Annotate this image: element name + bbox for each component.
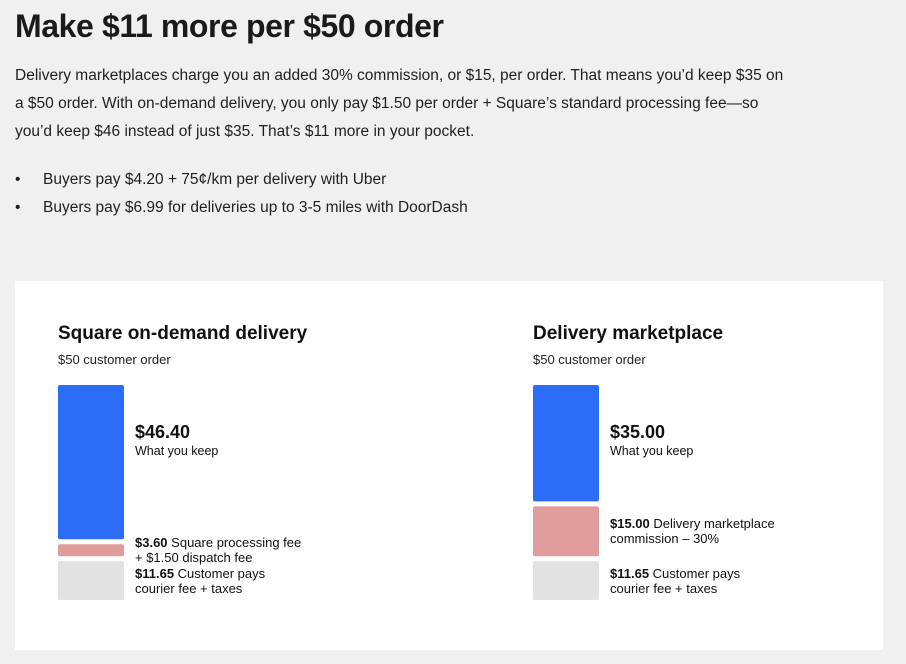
chart-title: Square on-demand delivery (58, 323, 308, 344)
segment-label: $11.65 Customer pays courier fee + taxes (135, 566, 265, 596)
segment-amount: $3.60 (135, 535, 168, 551)
segment-label: $35.00 What you keep (610, 421, 693, 459)
comparison-card: Square on-demand delivery $50 customer o… (15, 281, 883, 650)
bar-segment-fee (58, 544, 124, 557)
bar-segment-keep (533, 385, 599, 502)
marketplace-stacked-bar (533, 385, 599, 600)
intro-paragraph: Delivery marketplaces charge you an adde… (15, 67, 784, 140)
segment-amount: $11.65 (610, 565, 650, 581)
bar-segment-customer (533, 561, 599, 600)
segment-description: Customer pays courier fee + taxes (135, 565, 266, 596)
segment-amount: $46.40 (135, 422, 191, 442)
segment-description: Square processing fee + $1.50 dispatch f… (135, 535, 302, 566)
segment-label: $3.60 Square processing fee + $1.50 dispa… (135, 535, 301, 565)
pricing-list: Buyers pay $4.20 + 75¢/km per delivery w… (15, 166, 468, 222)
segment-description: What you keep (610, 444, 694, 458)
segment-description: Customer pays courier fee + taxes (610, 565, 741, 596)
list-item-uber: Buyers pay $4.20 + 75¢/km per delivery w… (15, 166, 468, 194)
chart-subtitle: $50 customer order (533, 352, 646, 367)
chart-title: Delivery marketplace (533, 323, 724, 344)
segment-description: Delivery marketplace commission – 30% (610, 516, 775, 547)
segment-amount: $15.00 (610, 516, 650, 532)
square-stacked-bar (58, 385, 124, 600)
segment-description: What you keep (135, 444, 219, 458)
segment-label: $15.00 Delivery marketplace commission – … (610, 516, 775, 546)
segment-label: $46.40 What you keep (135, 421, 218, 459)
page-title: Make $11 more per $50 order (15, 8, 444, 44)
segment-amount: $35.00 (610, 422, 666, 442)
chart-subtitle: $50 customer order (58, 352, 171, 367)
segment-amount: $11.65 (135, 565, 175, 581)
segment-label: $11.65 Customer pays courier fee + taxes (610, 566, 740, 596)
bar-segment-keep (58, 385, 124, 540)
marketplace-chart-panel: Delivery marketplace $50 customer order … (533, 281, 906, 650)
bar-segment-fee (533, 506, 599, 557)
square-chart-panel: Square on-demand delivery $50 customer o… (58, 281, 458, 650)
list-item-doordash: Buyers pay $6.99 for deliveries up to 3-… (15, 194, 468, 222)
bar-segment-customer (58, 561, 124, 600)
